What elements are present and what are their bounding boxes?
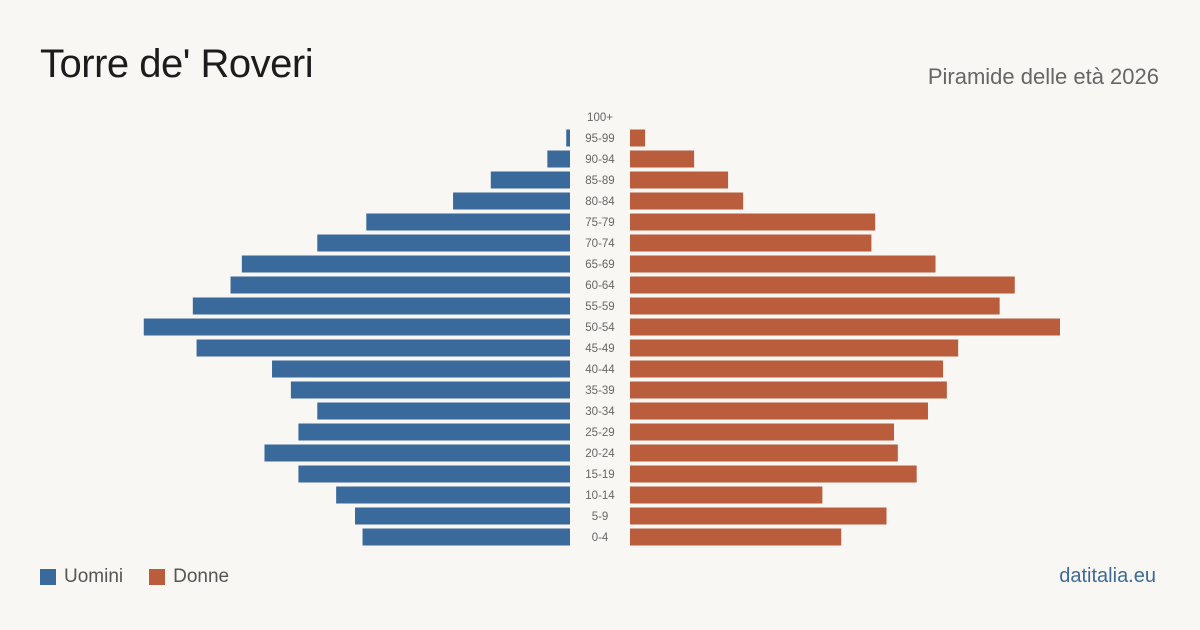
bar-men-70-74 bbox=[317, 234, 570, 252]
bar-men-5-9 bbox=[355, 507, 570, 525]
age-label-5-9: 5-9 bbox=[592, 511, 609, 523]
bar-women-70-74 bbox=[630, 234, 872, 252]
legend: Uomini Donne bbox=[40, 566, 255, 588]
bar-men-10-14 bbox=[336, 486, 570, 504]
bar-women-85-89 bbox=[630, 171, 729, 189]
brand-link[interactable]: datitalia.eu bbox=[1059, 565, 1156, 587]
bar-women-50-54 bbox=[630, 318, 1060, 336]
bar-men-90-94 bbox=[547, 150, 570, 168]
bar-men-25-29 bbox=[298, 423, 570, 441]
bar-women-15-19 bbox=[630, 465, 917, 483]
bar-men-95-99 bbox=[566, 129, 570, 147]
age-label-15-19: 15-19 bbox=[585, 469, 614, 481]
bar-men-45-49 bbox=[196, 339, 570, 357]
legend-swatch-women bbox=[149, 569, 166, 585]
age-label-55-59: 55-59 bbox=[585, 301, 614, 313]
bar-women-35-39 bbox=[630, 381, 947, 399]
bar-men-35-39 bbox=[290, 381, 570, 399]
age-label-30-34: 30-34 bbox=[585, 406, 615, 418]
bar-men-55-59 bbox=[192, 297, 571, 315]
legend-item-men: Uomini bbox=[40, 566, 123, 588]
bar-women-60-64 bbox=[630, 276, 1015, 294]
bar-women-90-94 bbox=[630, 150, 695, 168]
bar-men-20-24 bbox=[264, 444, 570, 462]
age-label-50-54: 50-54 bbox=[585, 322, 615, 334]
bar-women-45-49 bbox=[630, 339, 959, 357]
bar-women-80-84 bbox=[630, 192, 744, 210]
bar-men-85-89 bbox=[490, 171, 570, 189]
age-label-75-79: 75-79 bbox=[585, 217, 614, 229]
age-label-95-99: 95-99 bbox=[585, 133, 614, 145]
bar-women-65-69 bbox=[630, 255, 936, 273]
age-label-60-64: 60-64 bbox=[585, 280, 615, 292]
age-label-35-39: 35-39 bbox=[585, 385, 614, 397]
bar-women-10-14 bbox=[630, 486, 823, 504]
age-label-70-74: 70-74 bbox=[585, 238, 615, 250]
bar-men-0-4 bbox=[362, 528, 570, 546]
bar-women-20-24 bbox=[630, 444, 898, 462]
legend-item-women: Donne bbox=[149, 566, 229, 588]
bar-men-30-34 bbox=[317, 402, 570, 420]
bar-women-75-79 bbox=[630, 213, 876, 231]
bar-men-15-19 bbox=[298, 465, 570, 483]
bar-men-75-79 bbox=[366, 213, 570, 231]
age-label-0-4: 0-4 bbox=[592, 532, 609, 544]
bar-women-55-59 bbox=[630, 297, 1000, 315]
bar-men-60-64 bbox=[230, 276, 571, 294]
bar-women-5-9 bbox=[630, 507, 887, 525]
bar-men-50-54 bbox=[143, 318, 571, 336]
bar-women-30-34 bbox=[630, 402, 928, 420]
bar-women-40-44 bbox=[630, 360, 944, 378]
age-label-20-24: 20-24 bbox=[585, 448, 615, 460]
age-label-90-94: 90-94 bbox=[585, 154, 615, 166]
legend-swatch-men bbox=[40, 569, 56, 585]
age-label-10-14: 10-14 bbox=[585, 490, 615, 502]
bar-women-95-99 bbox=[630, 129, 646, 147]
chart-subtitle: Piramide delle età 2026 bbox=[927, 64, 1159, 89]
bar-women-0-4 bbox=[630, 528, 842, 546]
bar-men-40-44 bbox=[272, 360, 570, 378]
bar-men-80-84 bbox=[453, 192, 570, 210]
legend-label-men: Uomini bbox=[64, 566, 124, 587]
age-label-85-89: 85-89 bbox=[585, 175, 614, 187]
age-label-25-29: 25-29 bbox=[585, 427, 614, 439]
legend-label-women: Donne bbox=[173, 566, 230, 587]
bar-women-25-29 bbox=[630, 423, 895, 441]
age-label-65-69: 65-69 bbox=[585, 259, 614, 271]
chart-title: Torre de' Roveri bbox=[40, 42, 314, 86]
age-label-45-49: 45-49 bbox=[585, 343, 614, 355]
age-label-40-44: 40-44 bbox=[585, 364, 615, 376]
age-label-80-84: 80-84 bbox=[585, 196, 615, 208]
bar-men-65-69 bbox=[241, 255, 570, 273]
age-label-100+: 100+ bbox=[587, 112, 613, 124]
